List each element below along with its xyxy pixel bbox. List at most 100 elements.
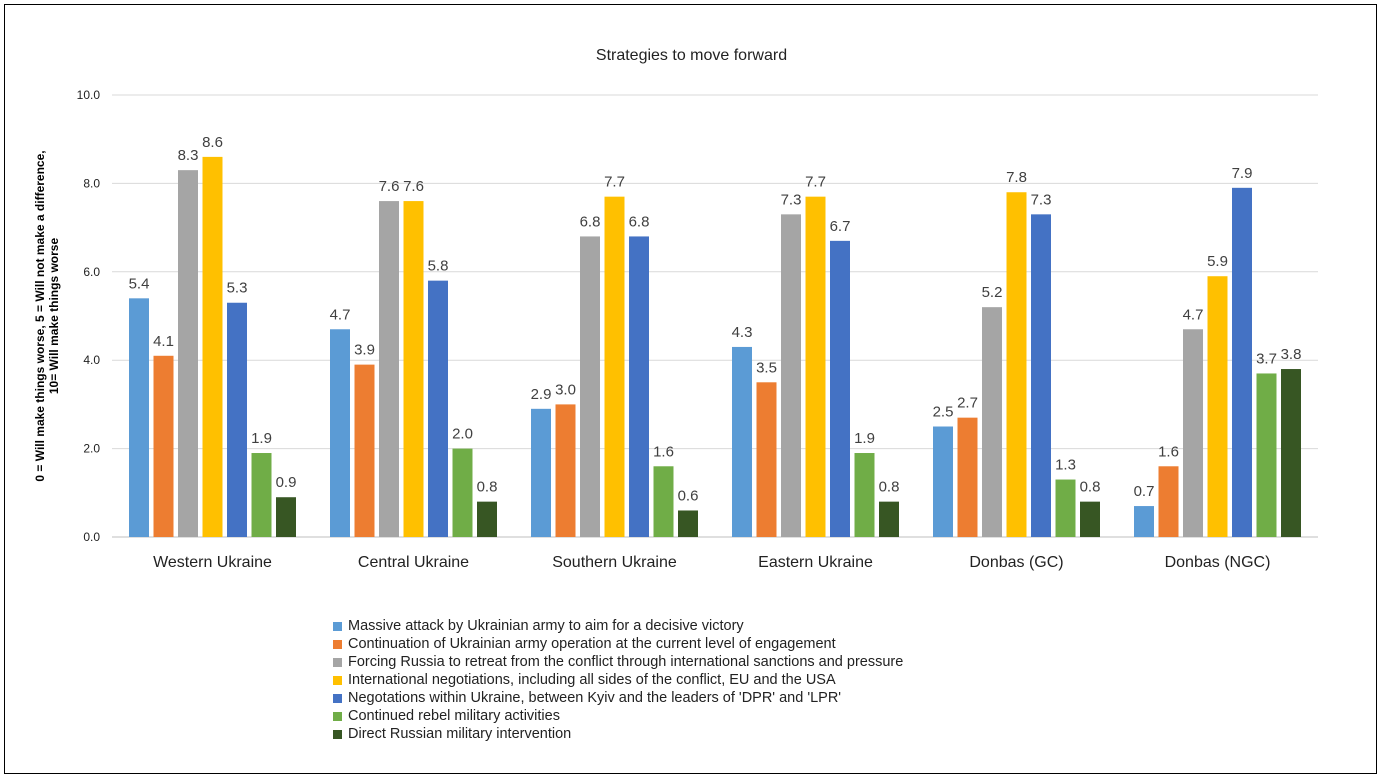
data-label: 6.7 [830, 218, 851, 235]
bar [227, 302, 247, 537]
data-label: 1.6 [1158, 443, 1179, 460]
legend-label: International negotiations, including al… [348, 672, 836, 688]
legend-label: Forcing Russia to retreat from the confl… [348, 654, 904, 670]
bar-chart: 0.0 2.0 4.0 6.0 8.0 10.0 5.4 4.1 8.38.6 5.3 1.9 0.9… [77, 88, 1318, 571]
data-label: 0.8 [477, 479, 498, 496]
data-label: 0.7 [1134, 483, 1155, 500]
data-label: 0.8 [879, 479, 900, 496]
x-tick-label: Donbas (GC) [969, 554, 1063, 571]
data-label: 5.9 [1207, 253, 1228, 270]
data-label: 7.7 [604, 174, 625, 191]
bar [354, 364, 375, 537]
bar [604, 196, 625, 537]
y-tick-label: 2.0 [83, 442, 100, 456]
bar [531, 408, 551, 537]
data-label: 7.7 [805, 174, 826, 191]
bar [678, 510, 698, 537]
legend-swatch [333, 657, 342, 667]
data-label: 8.6 [202, 134, 223, 151]
bar [251, 453, 272, 537]
bar [330, 329, 350, 537]
data-label: 4.1 [153, 333, 174, 350]
x-tick-label: Western Ukraine [153, 554, 272, 571]
bar [629, 236, 649, 537]
y-tick-label: 0.0 [83, 530, 100, 544]
bar [153, 355, 174, 537]
data-label: 6.8 [629, 213, 650, 230]
bar [452, 448, 473, 537]
data-label: 1.9 [854, 430, 875, 447]
data-label: 4.3 [732, 324, 753, 341]
data-label: 7.8 [1006, 169, 1027, 186]
data-label: 7.3 [1031, 191, 1052, 208]
bar [276, 497, 296, 537]
y-tick-label: 10.0 [77, 88, 101, 102]
data-label: 2.5 [933, 404, 954, 421]
bar [1256, 373, 1277, 537]
y-tick-label: 4.0 [83, 353, 100, 367]
data-label: 7.6 [403, 178, 424, 195]
data-label: 0.9 [276, 474, 297, 491]
legend: Massive attack by Ukrainian army to aim … [333, 617, 903, 743]
legend-swatch [333, 675, 342, 685]
data-label: 8.3 [178, 147, 199, 164]
data-label: 2.0 [452, 426, 473, 443]
x-tick-label: Central Ukraine [358, 554, 469, 571]
bar [879, 501, 899, 537]
legend-label: Negotations within Ukraine, between Kyiv… [348, 690, 842, 706]
bar [428, 280, 448, 537]
bar [1134, 506, 1154, 537]
bar [1031, 214, 1051, 537]
bar [1158, 466, 1179, 537]
bar [732, 346, 752, 537]
bar [854, 453, 875, 537]
bar [1183, 329, 1203, 537]
legend-label: Continuation of Ukrainian army operation… [348, 636, 836, 652]
data-label: 4.7 [330, 306, 351, 323]
legend-label: Massive attack by Ukrainian army to aim … [348, 618, 744, 634]
legend-swatch [333, 621, 342, 631]
x-tick-label: Donbas (NGC) [1165, 554, 1271, 571]
data-label: 3.8 [1281, 346, 1302, 363]
data-label: 0.6 [678, 487, 699, 504]
bar [805, 196, 826, 537]
data-label: 3.7 [1256, 350, 1277, 367]
legend-label: Continued rebel military activities [348, 708, 560, 724]
data-label: 1.9 [251, 430, 272, 447]
chart-title: Strategies to move forward [595, 47, 788, 64]
data-label: 7.6 [379, 178, 400, 195]
y-tick-label: 8.0 [83, 176, 100, 190]
data-label: 7.9 [1232, 165, 1253, 182]
data-label: 3.0 [555, 381, 576, 398]
data-label: 1.3 [1055, 457, 1076, 474]
bar [830, 240, 850, 538]
bar [555, 404, 576, 537]
legend-item: Massive attack by Ukrainian army to aim … [333, 617, 903, 635]
legend-item: Forcing Russia to retreat from the confl… [333, 653, 903, 671]
bar [477, 501, 497, 537]
y-tick-label: 6.0 [83, 265, 100, 279]
bar [957, 417, 978, 537]
data-label: 5.8 [428, 258, 449, 275]
x-tick-label: Eastern Ukraine [758, 554, 873, 571]
legend-swatch [333, 693, 342, 703]
x-tick-label: Southern Ukraine [552, 554, 677, 571]
legend-swatch [333, 729, 342, 739]
bar [1281, 369, 1301, 537]
bar [403, 201, 424, 537]
bar [781, 214, 801, 537]
data-label: 0.8 [1080, 479, 1101, 496]
data-label: 2.9 [531, 386, 552, 403]
bar [178, 170, 198, 537]
bar [982, 307, 1002, 537]
bar [756, 382, 777, 537]
legend-label: Direct Russian military intervention [348, 726, 572, 742]
data-label: 6.8 [580, 213, 601, 230]
legend-item: International negotiations, including al… [333, 671, 903, 689]
bar [1207, 276, 1228, 537]
data-label: 7.3 [781, 191, 802, 208]
legend-item: Negotations within Ukraine, between Kyiv… [333, 689, 903, 707]
data-label: 5.2 [982, 284, 1003, 301]
legend-item: Direct Russian military intervention [333, 725, 903, 743]
bar [1080, 501, 1100, 537]
